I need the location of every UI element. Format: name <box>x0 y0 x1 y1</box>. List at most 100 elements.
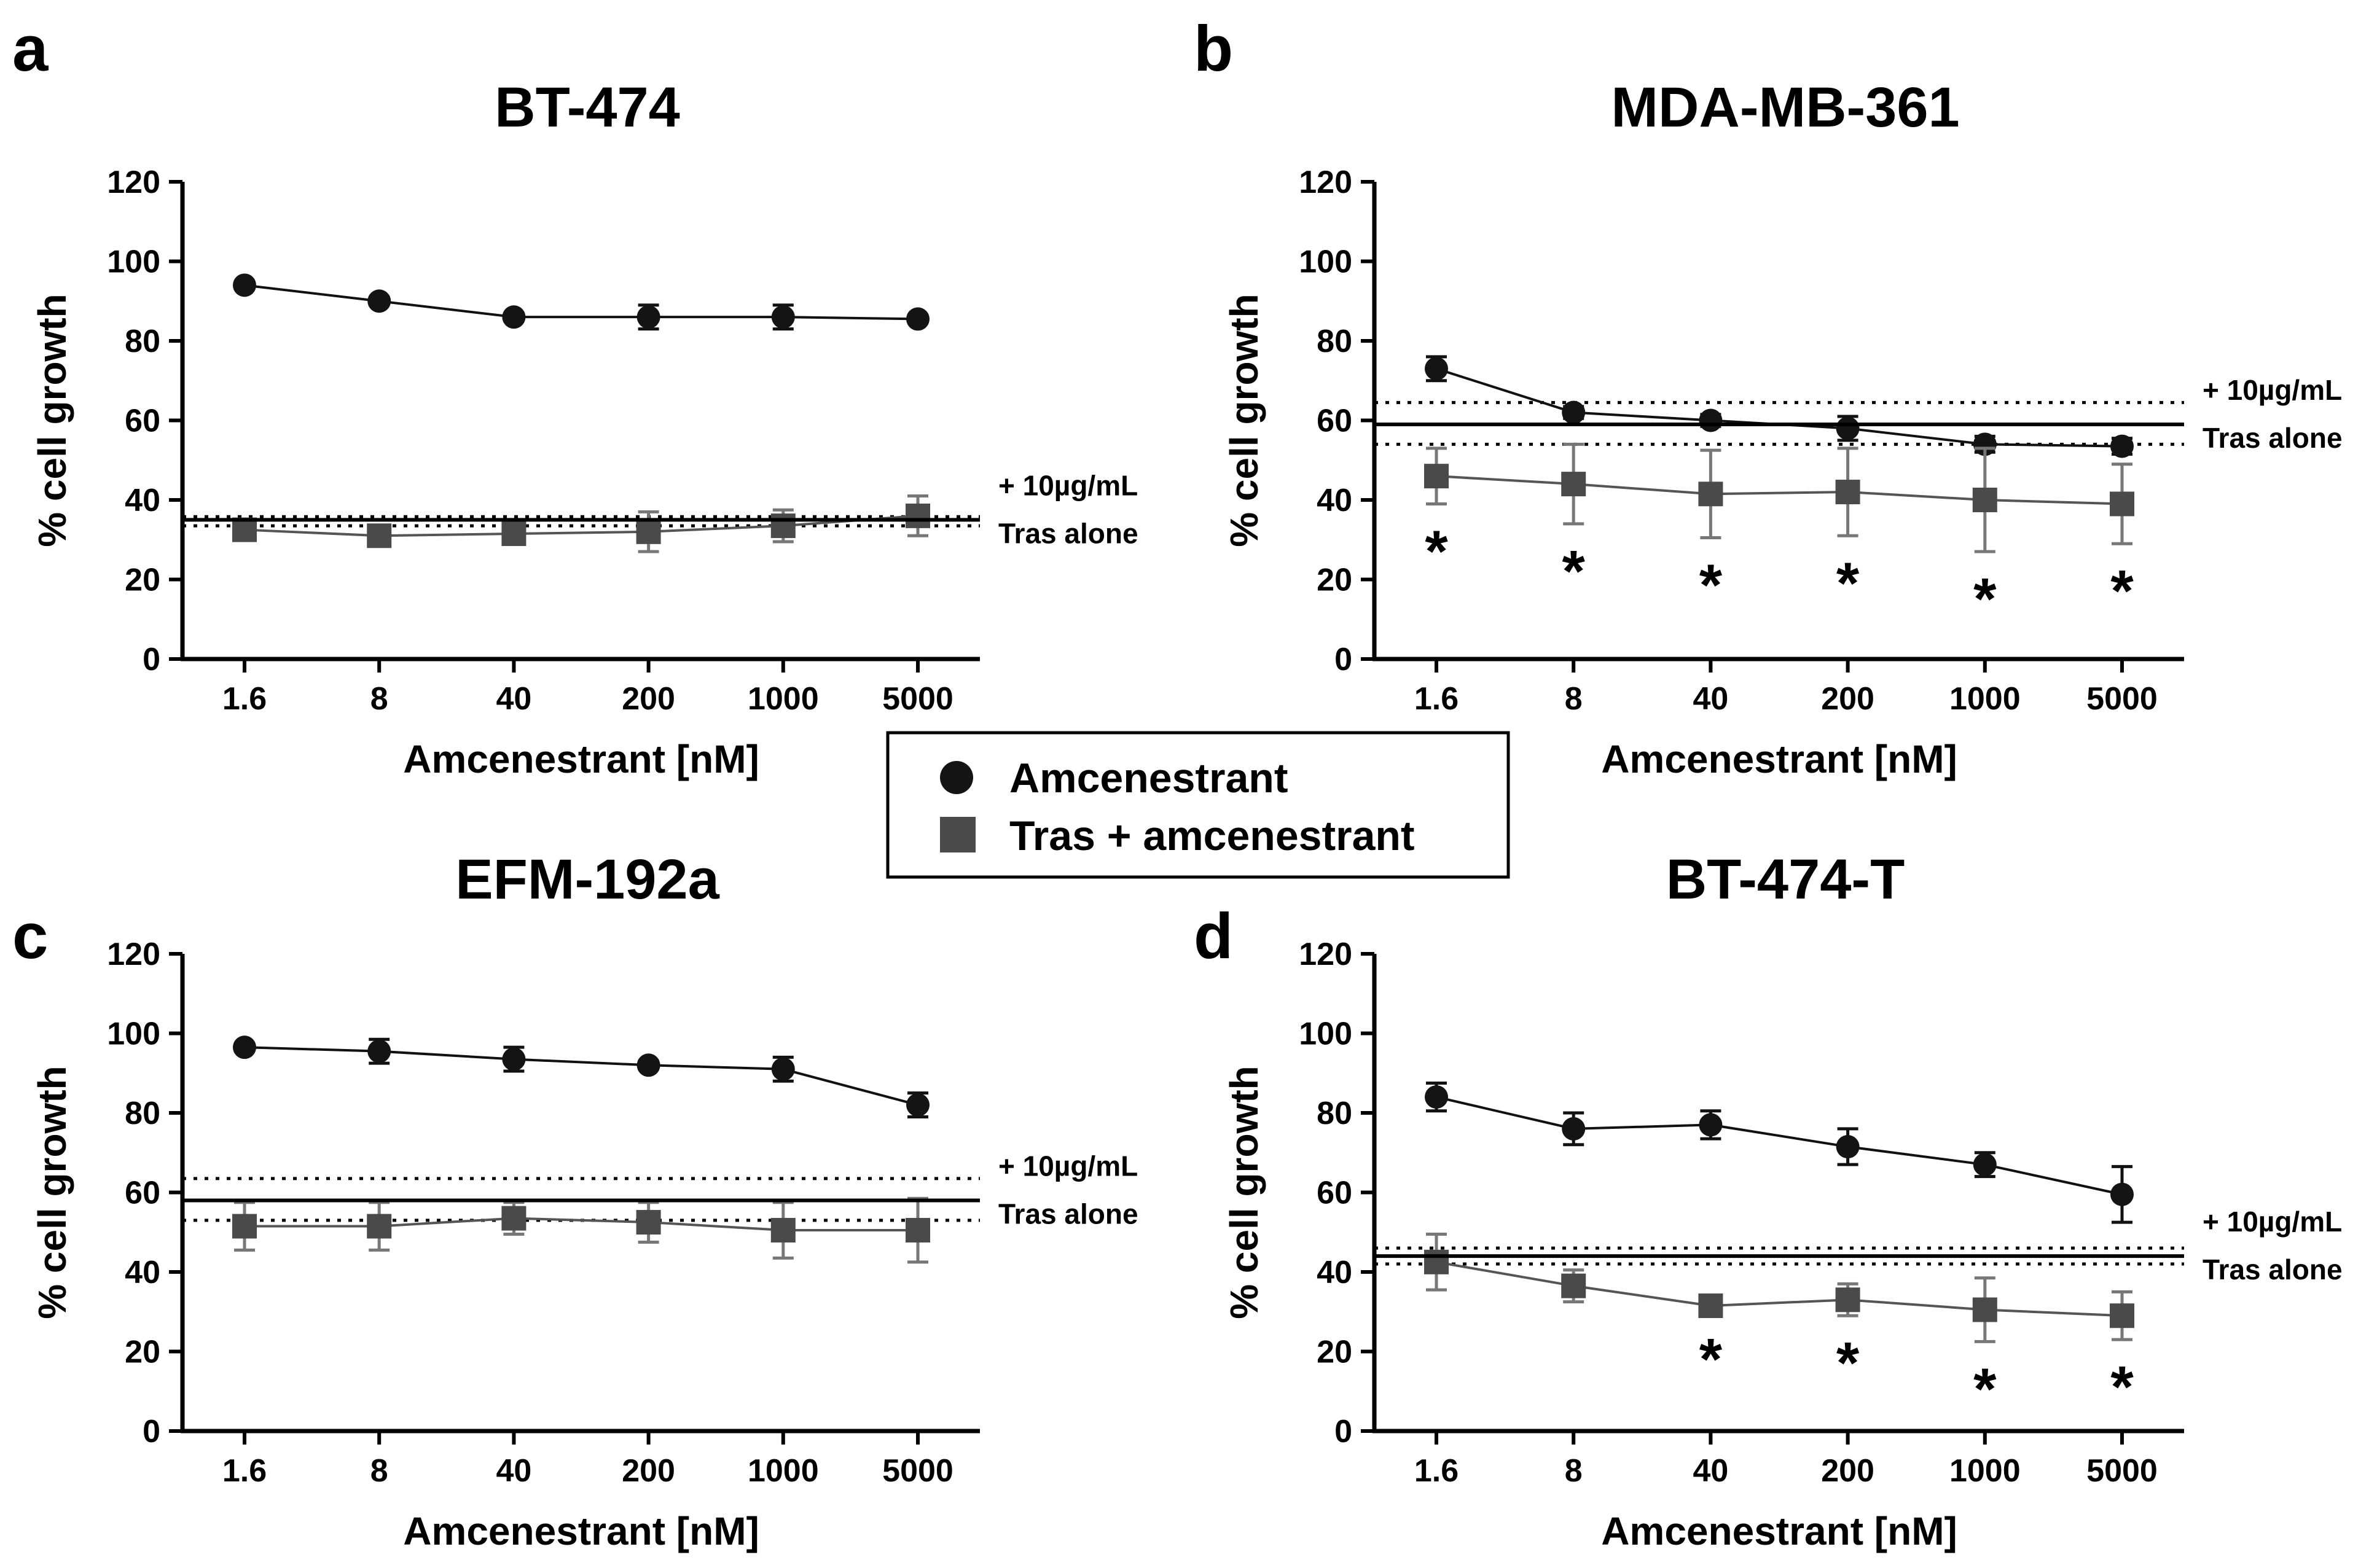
x-tick-label: 200 <box>1821 1453 1874 1489</box>
x-axis-label: Amcenestrant [nM] <box>1601 1509 1957 1553</box>
data-point-circle <box>636 305 660 329</box>
series-amcenestrant <box>1425 1081 2134 1224</box>
x-tick-label: 40 <box>1693 681 1728 717</box>
x-tick-label: 1000 <box>748 1453 819 1489</box>
significance-asterisk: * <box>1699 1327 1723 1392</box>
series-line <box>1436 1260 2123 1317</box>
reference-label: Tras alone <box>998 517 1138 549</box>
series-amcenestrant <box>233 273 930 331</box>
y-tick-label: 0 <box>1334 642 1352 677</box>
y-tick-label: 80 <box>1317 1096 1352 1131</box>
y-tick-label: 120 <box>107 937 160 972</box>
x-tick-label: 40 <box>496 1453 531 1489</box>
y-tick-label: 120 <box>107 165 160 200</box>
data-point-square <box>367 1214 392 1239</box>
data-point-circle <box>2110 434 2134 458</box>
series-line <box>245 1217 918 1232</box>
data-point-circle <box>1425 357 1448 381</box>
significance-asterisk: * <box>1836 550 1860 616</box>
data-point-circle <box>1699 408 1723 432</box>
reference-label: Tras alone <box>998 1198 1138 1230</box>
data-point-circle <box>1562 1117 1586 1141</box>
data-point-circle <box>1836 416 1860 440</box>
y-tick-label: 80 <box>125 324 160 359</box>
x-tick-label: 1000 <box>1949 1453 2021 1489</box>
y-tick-label: 60 <box>1317 1176 1352 1211</box>
data-point-circle <box>1836 1135 1860 1159</box>
data-point-circle <box>771 1057 795 1081</box>
panel-b: b MDA-MB-361 0 20 40 60 80 100 120 % cell growth 1… <box>1194 13 2343 781</box>
data-point-square <box>2110 491 2134 517</box>
data-point-circle <box>1973 432 1997 456</box>
panel-letter: a <box>12 13 49 85</box>
data-point-circle <box>1699 1113 1723 1137</box>
data-point-circle <box>1562 400 1586 424</box>
significance-asterisk: * <box>2110 1354 2134 1420</box>
data-point-square <box>1972 488 1997 512</box>
significance-asterisk: * <box>1836 1330 1860 1396</box>
data-point-square <box>2110 1303 2134 1328</box>
y-axis-label: % cell growth <box>30 1066 74 1319</box>
series-tras-amcenestrant <box>1424 1232 2134 1343</box>
y-tick-label: 100 <box>107 1016 160 1052</box>
significance-asterisk: * <box>2110 558 2134 624</box>
data-point-circle <box>636 1053 660 1077</box>
data-point-circle <box>367 1039 391 1063</box>
y-axis-label: % cell growth <box>30 294 74 547</box>
data-point-circle <box>502 305 526 329</box>
x-tick-label: 8 <box>370 681 388 717</box>
reference-label: + 10µg/mL <box>998 1150 1138 1182</box>
x-axis-label: Amcenestrant [nM] <box>403 737 759 781</box>
significance-asterisk: * <box>1973 566 1997 632</box>
legend-marker-circle <box>940 761 973 794</box>
data-point-square <box>367 523 392 548</box>
legend-box <box>886 731 1510 879</box>
x-tick-label: 200 <box>1821 681 1874 717</box>
y-tick-label: 20 <box>1317 563 1352 598</box>
panel-c: c EFM-192a 0 20 40 60 80 100 120 % cell growth 1.6… <box>12 848 1138 1553</box>
x-tick-label: 1.6 <box>222 1453 267 1489</box>
y-tick-label: 40 <box>125 1255 160 1290</box>
series-line <box>244 514 918 537</box>
data-point-square <box>1424 464 1449 489</box>
data-point-square <box>1561 472 1586 497</box>
data-point-circle <box>233 1036 256 1059</box>
series-line <box>244 1046 918 1106</box>
x-axis-label: Amcenestrant [nM] <box>403 1509 759 1553</box>
data-point-circle <box>1425 1085 1448 1109</box>
series-tras-amcenestrant <box>232 494 930 553</box>
data-point-square <box>636 1210 661 1235</box>
reference-label: Tras alone <box>2203 422 2343 454</box>
series-line <box>244 284 918 321</box>
data-point-circle <box>2110 1182 2134 1206</box>
x-tick-label: 40 <box>496 681 531 717</box>
legend-label: Tras + amcenestrant <box>1009 813 1415 859</box>
data-point-square <box>770 513 796 539</box>
data-point-circle <box>502 1047 526 1071</box>
significance-asterisk: * <box>1699 553 1723 618</box>
y-axis-label: % cell growth <box>1222 1066 1266 1319</box>
data-point-square <box>906 503 930 528</box>
y-tick-label: 60 <box>1317 404 1352 439</box>
x-tick-label: 5000 <box>2086 1453 2158 1489</box>
x-tick-label: 1000 <box>1949 681 2021 717</box>
legend: Amcenestrant Tras + amcenestrant <box>886 731 1510 879</box>
x-tick-label: 5000 <box>2086 681 2158 717</box>
x-tick-label: 8 <box>1565 681 1583 717</box>
data-point-square <box>1972 1297 1997 1322</box>
chart-title: MDA-MB-361 <box>1611 76 1959 139</box>
y-tick-label: 120 <box>1299 165 1352 200</box>
significance-asterisk: * <box>1425 518 1448 584</box>
data-point-square <box>1561 1273 1586 1298</box>
data-point-circle <box>771 305 795 329</box>
chart-title: BT-474 <box>495 76 680 139</box>
y-axis-label: % cell growth <box>1222 294 1266 547</box>
data-point-circle <box>906 1093 930 1117</box>
panel-letter: d <box>1194 900 1233 972</box>
x-tick-label: 1000 <box>748 681 819 717</box>
x-axis-label: Amcenestrant [nM] <box>1601 737 1957 781</box>
series-line <box>1436 1096 2123 1196</box>
y-tick-label: 40 <box>1317 483 1352 518</box>
y-tick-label: 20 <box>125 1335 160 1370</box>
